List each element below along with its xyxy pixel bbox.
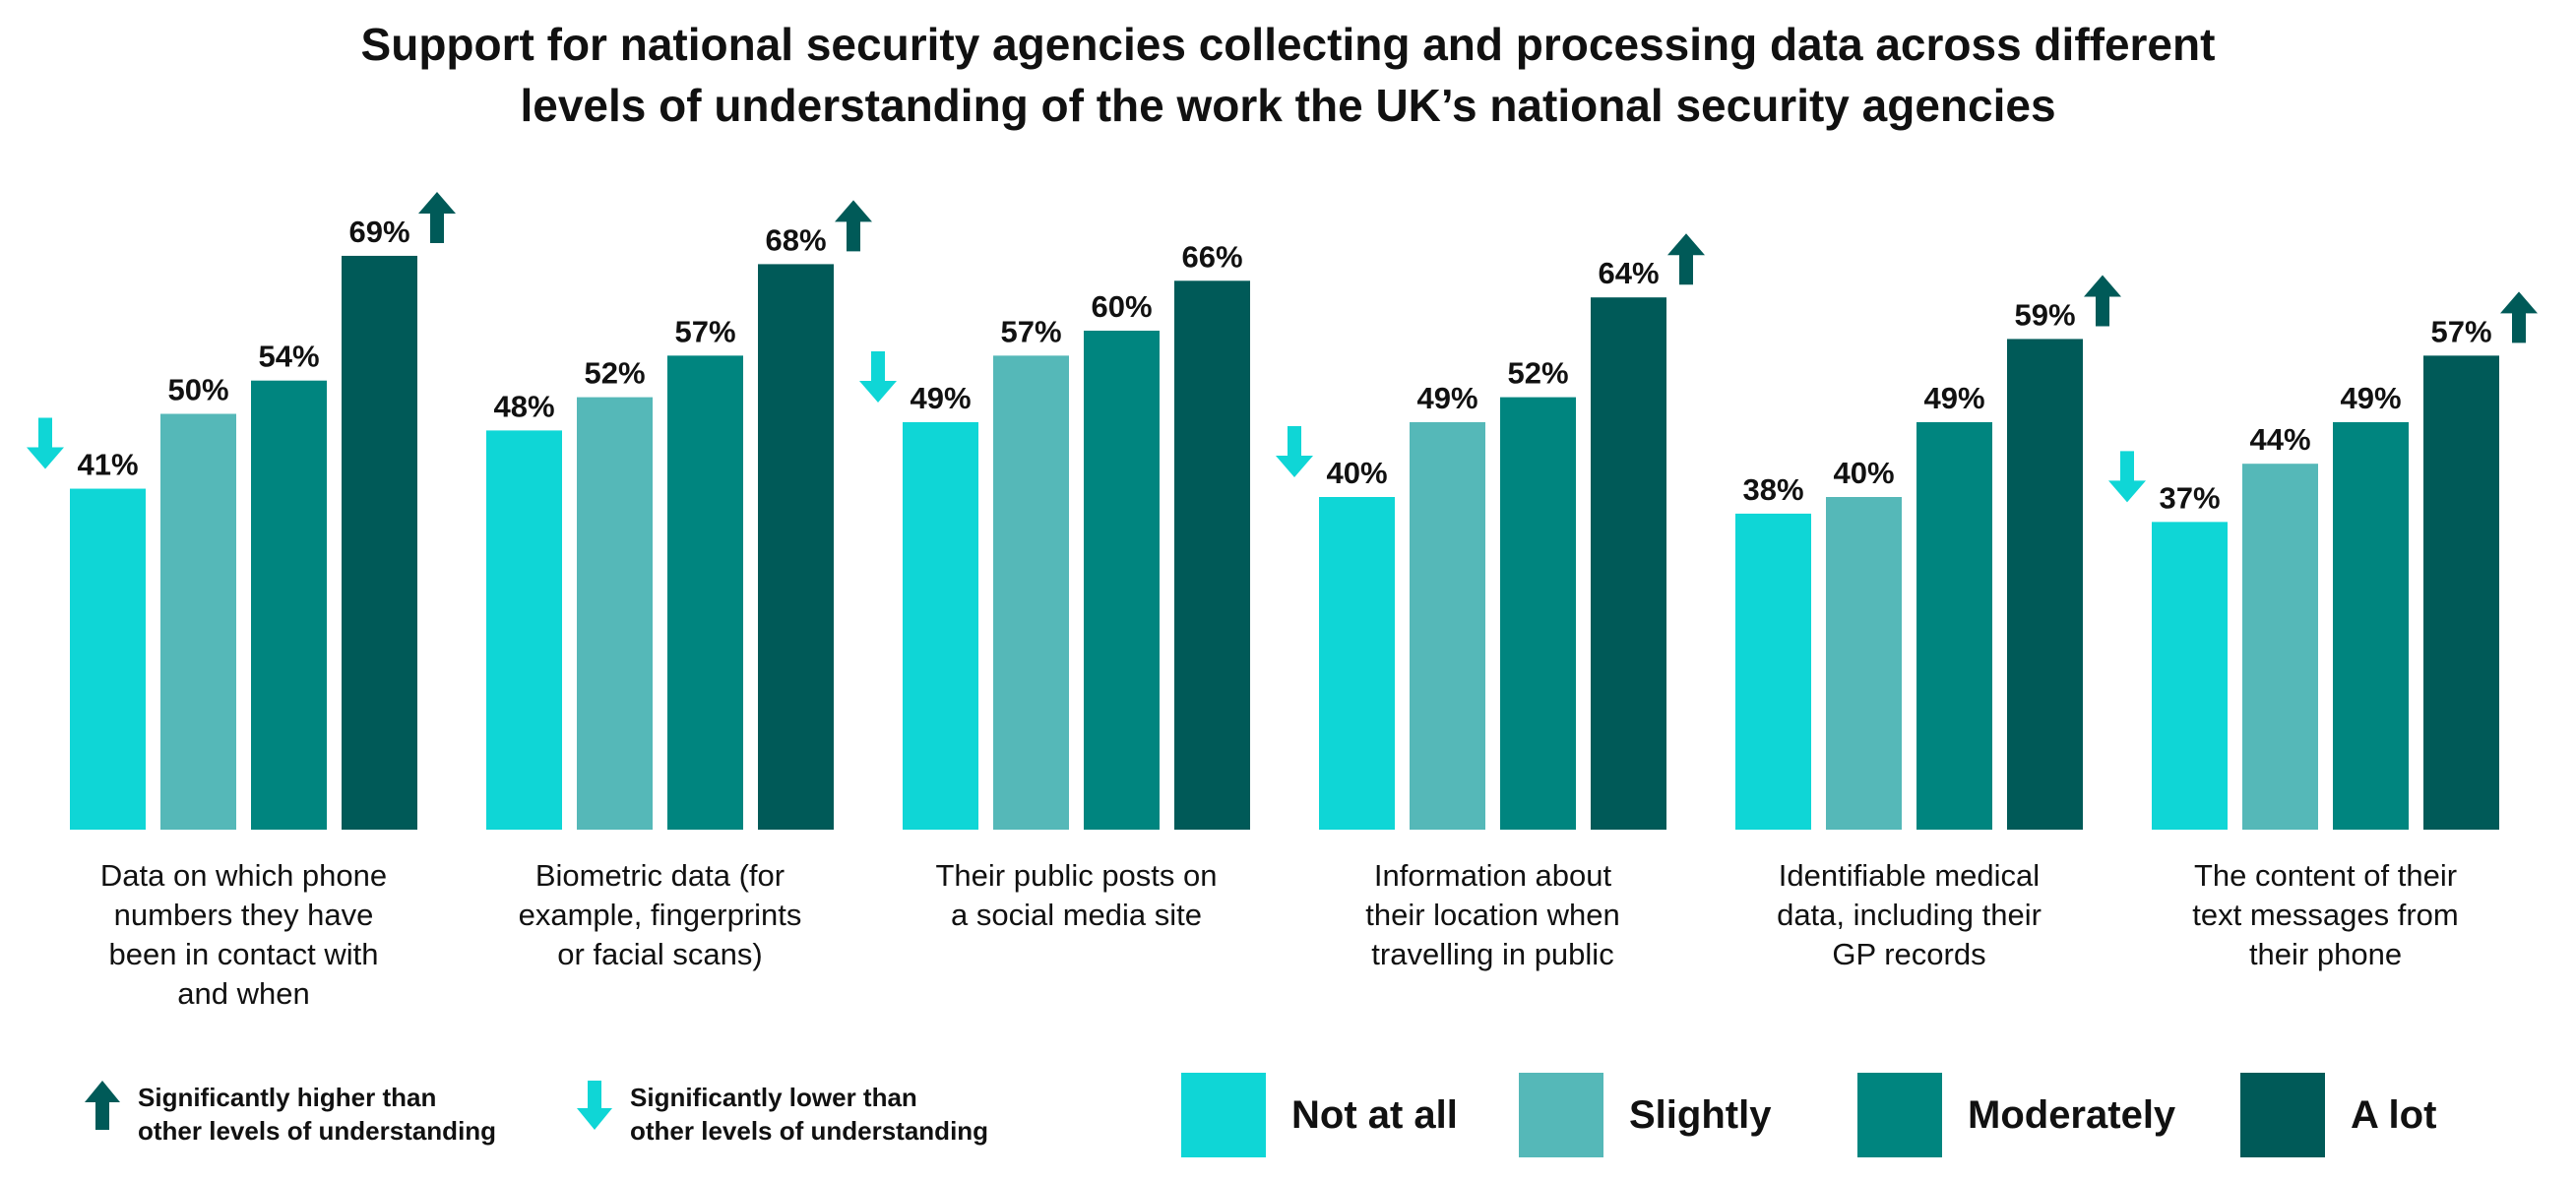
bar	[1591, 297, 1666, 830]
chart-title-line-2: levels of understanding of the work the …	[520, 80, 2056, 131]
value-label: 49%	[2340, 381, 2401, 415]
chart-title-line-1: Support for national security agencies c…	[360, 19, 2216, 70]
bar	[486, 430, 562, 830]
category-label-line: data, including their	[1777, 898, 2042, 932]
value-label: 52%	[584, 356, 645, 391]
bar	[251, 380, 327, 830]
value-label: 38%	[1742, 472, 1803, 507]
chart-title: Support for national security agencies c…	[0, 14, 2576, 136]
arrow-up-icon	[418, 191, 456, 243]
category-label-line: their location when	[1365, 898, 1620, 932]
bar	[667, 355, 743, 830]
bar	[1084, 331, 1160, 830]
bar	[342, 255, 417, 830]
category-label-line: and when	[177, 976, 309, 1011]
value-label: 66%	[1181, 239, 1242, 274]
value-label: 68%	[765, 222, 826, 257]
value-label: 50%	[167, 373, 228, 407]
value-label: 40%	[1833, 456, 1894, 490]
bar	[993, 355, 1069, 830]
bar	[1500, 397, 1576, 830]
arrow-down-icon	[2108, 451, 2146, 503]
value-label: 48%	[493, 389, 554, 423]
category-label: The content of their text messages from th…	[2192, 858, 2458, 971]
bar	[70, 488, 146, 830]
value-label: 37%	[2159, 480, 2220, 515]
bar	[1826, 497, 1902, 830]
value-label: 57%	[2430, 314, 2491, 348]
bar	[1174, 280, 1250, 830]
category-label-line: text messages from	[2192, 898, 2458, 932]
bar	[1735, 513, 1811, 830]
value-label: 49%	[1923, 381, 1984, 415]
category-label-line: their phone	[2249, 937, 2402, 971]
bar	[903, 421, 978, 830]
category-label-line: or facial scans)	[557, 937, 762, 971]
category-label-line: GP records	[1832, 937, 1985, 971]
category-label: Biometric data (for example, fingerprints…	[519, 858, 802, 971]
bar	[1319, 497, 1395, 830]
bar	[577, 397, 653, 830]
value-label: 57%	[1000, 314, 1061, 348]
bar	[1916, 421, 1992, 830]
value-label: 64%	[1598, 256, 1659, 290]
value-label: 60%	[1091, 289, 1152, 324]
value-label: 59%	[2014, 297, 2075, 332]
category-label-line: Information about	[1374, 858, 1612, 893]
value-label: 52%	[1507, 356, 1568, 391]
bar	[2333, 421, 2409, 830]
value-label: 54%	[258, 340, 319, 374]
bar	[2007, 339, 2083, 830]
value-label: 69%	[348, 215, 409, 249]
arrow-up-icon	[2500, 291, 2538, 343]
bar	[1410, 421, 1485, 830]
value-label: 41%	[77, 448, 138, 482]
value-label: 49%	[910, 381, 971, 415]
category-label-line: travelling in public	[1371, 937, 1613, 971]
bar	[2423, 355, 2499, 830]
bar	[758, 264, 834, 830]
category-label: Data on which phone numbers they have been…	[100, 858, 387, 1011]
category-label-line: been in contact with	[108, 937, 378, 971]
arrow-down-icon	[27, 417, 64, 469]
arrow-down-icon	[1276, 426, 1313, 477]
arrow-down-icon	[859, 350, 897, 403]
category-label-line: a social media site	[951, 898, 1202, 932]
category-label-line: numbers they have	[114, 898, 374, 932]
arrow-up-icon	[2084, 275, 2121, 327]
arrow-up-icon	[835, 200, 872, 252]
bar	[160, 413, 236, 830]
category-label-line: The content of their	[2194, 858, 2457, 893]
category-label: Information about their location when trav…	[1365, 858, 1620, 971]
category-label-line: Their public posts on	[935, 858, 1217, 893]
category-label: Their public posts on a social media site	[935, 858, 1217, 932]
category-label-line: Data on which phone	[100, 858, 387, 893]
bar	[2242, 464, 2318, 830]
value-label: 40%	[1326, 456, 1387, 490]
category-label-line: Biometric data (for	[535, 858, 785, 893]
category-label-line: Identifiable medical	[1779, 858, 2040, 893]
value-label: 57%	[674, 314, 735, 348]
bar	[2152, 522, 2228, 830]
arrow-up-icon	[1667, 233, 1705, 285]
category-label-line: example, fingerprints	[519, 898, 802, 932]
category-label: Identifiable medical data, including thei…	[1777, 858, 2042, 971]
value-label: 44%	[2249, 422, 2310, 457]
value-label: 49%	[1416, 381, 1477, 415]
